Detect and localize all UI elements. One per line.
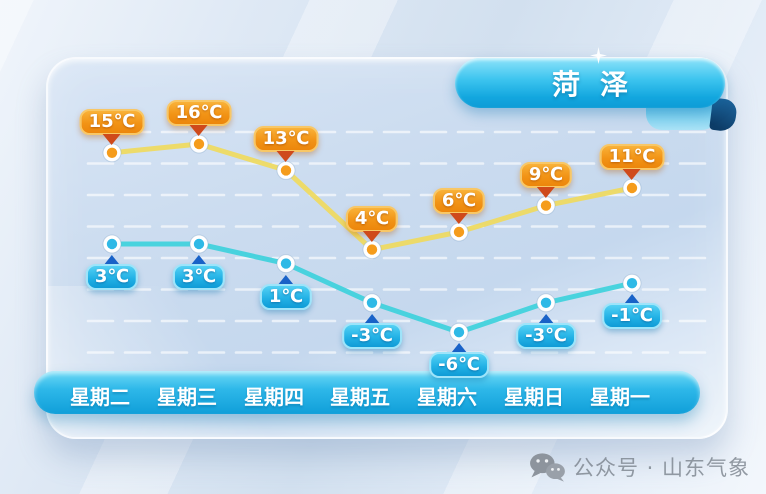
pointer-up-icon (190, 255, 207, 265)
low-temp-point-center (280, 258, 292, 269)
high-temp-point-center (626, 182, 638, 194)
high-temp-badge: 15℃ (79, 108, 145, 145)
low-temp-point-center (626, 278, 638, 289)
low-temp-badge: -3℃ (516, 313, 576, 349)
weekday-label: 星期二 (70, 385, 130, 409)
wechat-icon (530, 453, 565, 482)
high-temp-badge: 6℃ (432, 188, 486, 224)
footer-brand-text: 公众号 · 山东气象 (573, 456, 751, 480)
high-temp-badge: 11℃ (599, 144, 665, 180)
pointer-down-icon (189, 125, 208, 136)
low-temp-badge: 1℃ (259, 274, 313, 310)
pointer-down-icon (536, 186, 555, 198)
low-temp-value: -3℃ (342, 322, 402, 349)
footer-credit: 公众号 · 山东气象 (528, 451, 750, 483)
low-temp-point-center (106, 238, 118, 250)
weekday-bar (34, 371, 700, 414)
weekday-label: 星期六 (417, 385, 477, 409)
pointer-down-icon (102, 133, 121, 145)
high-temp-point-center (366, 244, 378, 255)
weekday-label: 星期日 (504, 385, 564, 409)
low-temp-badge: -3℃ (342, 313, 402, 349)
weekday-label: 星期四 (244, 385, 304, 409)
pointer-down-icon (362, 230, 381, 242)
weekday-label: 星期三 (157, 385, 217, 409)
high-temp-point-center (280, 165, 292, 176)
high-temp-value: 4℃ (345, 205, 399, 232)
pointer-down-icon (276, 151, 295, 163)
high-temp-point-center (540, 200, 552, 211)
low-temp-point-center (366, 297, 378, 308)
high-temp-badge: 4℃ (345, 205, 399, 242)
weekday-label: 星期五 (330, 385, 390, 409)
high-temp-value: 6℃ (432, 188, 486, 214)
low-temp-value: -6℃ (429, 352, 489, 379)
pointer-up-icon (103, 255, 120, 265)
high-temp-value: 15℃ (79, 108, 145, 135)
high-temp-value: 13℃ (253, 126, 319, 153)
low-temp-badge: 3℃ (172, 255, 226, 290)
pointer-up-icon (623, 294, 640, 305)
high-temp-value: 11℃ (599, 144, 665, 170)
low-temp-badge: -6℃ (429, 343, 489, 379)
high-temp-badge: 16℃ (166, 100, 232, 136)
weekday-label: 星期一 (590, 385, 650, 409)
low-temp-badge: 3℃ (85, 255, 139, 290)
low-temp-point-center (193, 238, 205, 250)
low-temp-value: 3℃ (85, 264, 139, 290)
high-temp-point-center (106, 147, 118, 158)
pointer-up-icon (537, 313, 554, 324)
low-temp-point-center (540, 297, 552, 308)
high-temp-point-center (453, 226, 465, 238)
low-temp-value: 1℃ (259, 283, 313, 310)
high-temp-badge: 9℃ (519, 161, 573, 198)
low-temp-point-center (453, 327, 465, 338)
high-temp-value: 9℃ (519, 161, 573, 188)
high-temp-badge: 13℃ (253, 126, 319, 163)
high-temp-point-center (193, 138, 205, 150)
pointer-up-icon (450, 343, 467, 354)
low-temp-value: -3℃ (516, 322, 576, 349)
city-title-banner: 菏泽 (455, 58, 725, 108)
low-temp-value: 3℃ (172, 264, 226, 290)
low-temp-badge: -1℃ (602, 294, 662, 330)
pointer-up-icon (363, 313, 380, 324)
pointer-up-icon (277, 274, 294, 285)
pointer-down-icon (449, 213, 468, 224)
pointer-down-icon (622, 169, 641, 180)
low-temp-value: -1℃ (602, 303, 662, 330)
high-temp-value: 16℃ (166, 100, 232, 126)
city-name: 菏泽 (551, 68, 648, 101)
